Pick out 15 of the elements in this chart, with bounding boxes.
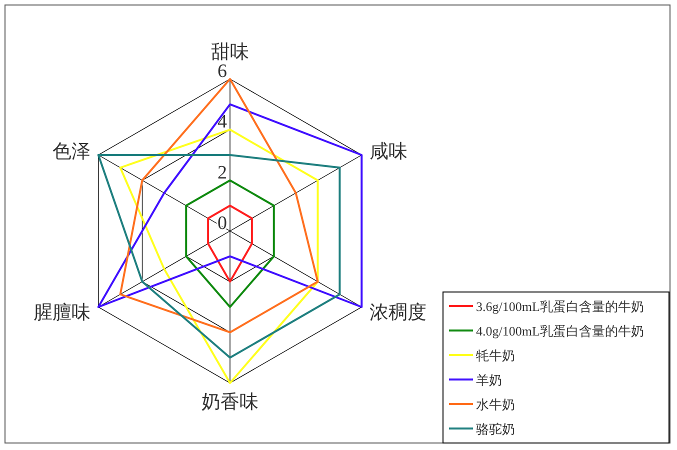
spoke-label: 色泽: [52, 141, 90, 162]
y-tick-label: 4: [218, 112, 228, 133]
y-tick-label: 6: [218, 61, 227, 82]
y-tick-label: 2: [218, 162, 227, 184]
spoke-label: 咸味: [370, 141, 408, 162]
spoke-label: 奶香味: [202, 392, 258, 414]
legend-label: 骆驼奶: [476, 422, 515, 436]
legend-label: 3.6g/100mL乳蛋白含量的牛奶: [476, 299, 644, 314]
legend-label: 水牛奶: [476, 397, 515, 412]
legend-label: 羊奶: [476, 372, 502, 388]
spoke-label: 浓稠度: [370, 302, 427, 324]
spoke-label: 腥膻味: [33, 302, 90, 324]
legend-label: 4.0g/100mL乳蛋白含量的牛奶: [476, 324, 644, 338]
spoke-label: 甜味: [211, 42, 249, 63]
legend-label: 牦牛奶: [476, 348, 515, 363]
